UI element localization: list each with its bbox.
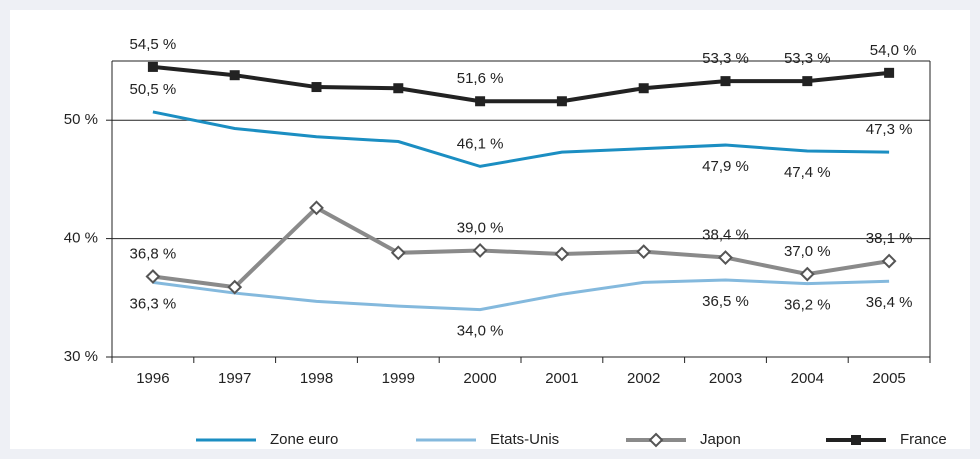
- data-label: 47,4 %: [784, 164, 831, 181]
- data-label: 47,3 %: [866, 121, 913, 138]
- y-tick-label: 50 %: [64, 111, 98, 128]
- y-tick-label: 40 %: [64, 230, 98, 247]
- marker: [390, 245, 406, 261]
- marker: [311, 82, 322, 93]
- data-label: 34,0 %: [457, 323, 504, 340]
- y-tick-label: 30 %: [64, 348, 98, 365]
- marker: [472, 243, 488, 258]
- marker: [799, 266, 815, 282]
- series-line: [152, 205, 890, 290]
- series-line: [152, 278, 890, 312]
- data-label: 54,5 %: [130, 36, 177, 53]
- marker: [309, 200, 324, 216]
- marker: [227, 279, 243, 295]
- x-tick-label: 2001: [545, 370, 578, 387]
- marker: [884, 67, 895, 78]
- x-tick-label: 2004: [791, 370, 824, 387]
- marker: [638, 83, 649, 94]
- data-label: 47,9 %: [702, 158, 749, 175]
- x-tick-label: 2003: [709, 370, 742, 387]
- data-label: 36,5 %: [702, 293, 749, 310]
- legend-label: Japon: [700, 431, 741, 448]
- marker: [636, 244, 652, 260]
- x-tick-label: 1999: [382, 370, 415, 387]
- data-label: 36,8 %: [130, 245, 177, 262]
- legend-label: Zone euro: [270, 431, 338, 448]
- x-tick-label: 1996: [136, 370, 169, 387]
- series-line: [152, 64, 890, 104]
- marker: [145, 269, 161, 284]
- x-tick-label: 2002: [627, 370, 660, 387]
- x-tick-label: 2005: [872, 370, 905, 387]
- legend-label: Etats-Unis: [490, 431, 559, 448]
- x-tick-label: 1997: [218, 370, 251, 387]
- data-label: 54,0 %: [870, 42, 917, 59]
- data-label: 53,3 %: [702, 50, 749, 67]
- data-label: 36,2 %: [784, 297, 831, 314]
- marker: [718, 250, 733, 265]
- marker: [393, 83, 404, 94]
- marker: [556, 96, 567, 107]
- data-label: 38,4 %: [702, 227, 749, 244]
- legend-label: France: [900, 431, 947, 448]
- x-tick-label: 1998: [300, 370, 333, 387]
- marker: [851, 435, 861, 445]
- data-label: 39,0 %: [457, 219, 504, 236]
- x-tick-label: 2000: [463, 370, 496, 387]
- data-label: 36,4 %: [866, 294, 913, 311]
- marker: [475, 96, 486, 107]
- marker: [554, 246, 570, 262]
- data-label: 46,1 %: [457, 135, 504, 152]
- data-label: 38,1 %: [866, 230, 913, 247]
- marker: [147, 61, 158, 72]
- marker: [802, 76, 813, 87]
- marker: [881, 253, 897, 269]
- data-label: 37,0 %: [784, 243, 831, 260]
- marker: [229, 70, 240, 81]
- data-label: 51,6 %: [457, 70, 504, 87]
- marker: [648, 432, 664, 448]
- data-label: 50,5 %: [130, 81, 177, 98]
- data-label: 36,3 %: [130, 295, 177, 312]
- series-line: [152, 110, 890, 168]
- data-label: 53,3 %: [784, 50, 831, 67]
- marker: [720, 76, 731, 87]
